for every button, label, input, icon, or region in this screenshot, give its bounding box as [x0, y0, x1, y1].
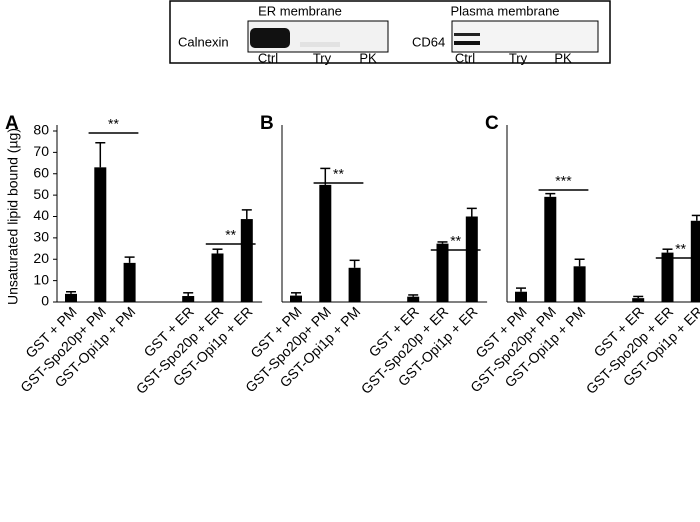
band — [454, 33, 480, 36]
significance-label: ** — [450, 233, 461, 249]
blot-title: ER membrane — [258, 3, 342, 18]
significance-label: ** — [108, 116, 119, 132]
protein-label: CD64 — [412, 34, 445, 49]
bar — [319, 184, 332, 302]
significance-label: ** — [675, 241, 686, 257]
panel-label: B — [260, 113, 274, 134]
bar — [544, 196, 557, 302]
bar — [240, 219, 253, 302]
bar — [632, 298, 645, 302]
bar — [690, 220, 700, 302]
bar — [94, 167, 107, 302]
lane-label: Try — [509, 50, 528, 65]
y-tick-label: 70 — [33, 143, 49, 159]
blot-image — [451, 20, 599, 53]
bar — [290, 295, 302, 302]
significance-label: ** — [333, 166, 344, 182]
band — [300, 42, 340, 47]
bar — [573, 266, 586, 302]
blot-title: Plasma membrane — [450, 3, 559, 18]
lane-label: PK — [554, 50, 572, 65]
bar — [661, 252, 674, 302]
y-tick-label: 60 — [33, 164, 49, 180]
blot-inset: ER membrane Calnexin Ctrl Try PK Plasma … — [169, 0, 611, 65]
protein-label: Calnexin — [178, 34, 229, 49]
bar — [182, 296, 195, 302]
panel-label: C — [485, 113, 499, 134]
bar — [65, 293, 77, 302]
band — [250, 28, 290, 48]
bar — [123, 262, 136, 302]
y-tick-label: 50 — [33, 186, 49, 202]
lane-label: Ctrl — [258, 50, 278, 65]
significance-label: ** — [225, 227, 236, 243]
bar — [436, 243, 449, 302]
bar — [515, 291, 527, 302]
lane-label: Try — [313, 50, 332, 65]
y-tick-label: 40 — [33, 207, 49, 223]
y-tick-label: 0 — [41, 293, 49, 309]
bar — [407, 296, 420, 302]
bar — [211, 253, 224, 302]
y-axis-label: Unsaturated lipid bound (µg) — [5, 128, 21, 305]
bar — [465, 216, 478, 302]
lane-label: PK — [359, 50, 377, 65]
significance-label: *** — [555, 173, 572, 189]
y-tick-label: 10 — [33, 271, 49, 287]
y-tick-label: 20 — [33, 250, 49, 266]
lane-label: Ctrl — [455, 50, 475, 65]
y-tick-label: 30 — [33, 229, 49, 245]
panel-label: A — [5, 113, 19, 134]
y-tick-label: 80 — [33, 122, 49, 138]
band — [454, 41, 480, 45]
bar — [348, 267, 361, 302]
